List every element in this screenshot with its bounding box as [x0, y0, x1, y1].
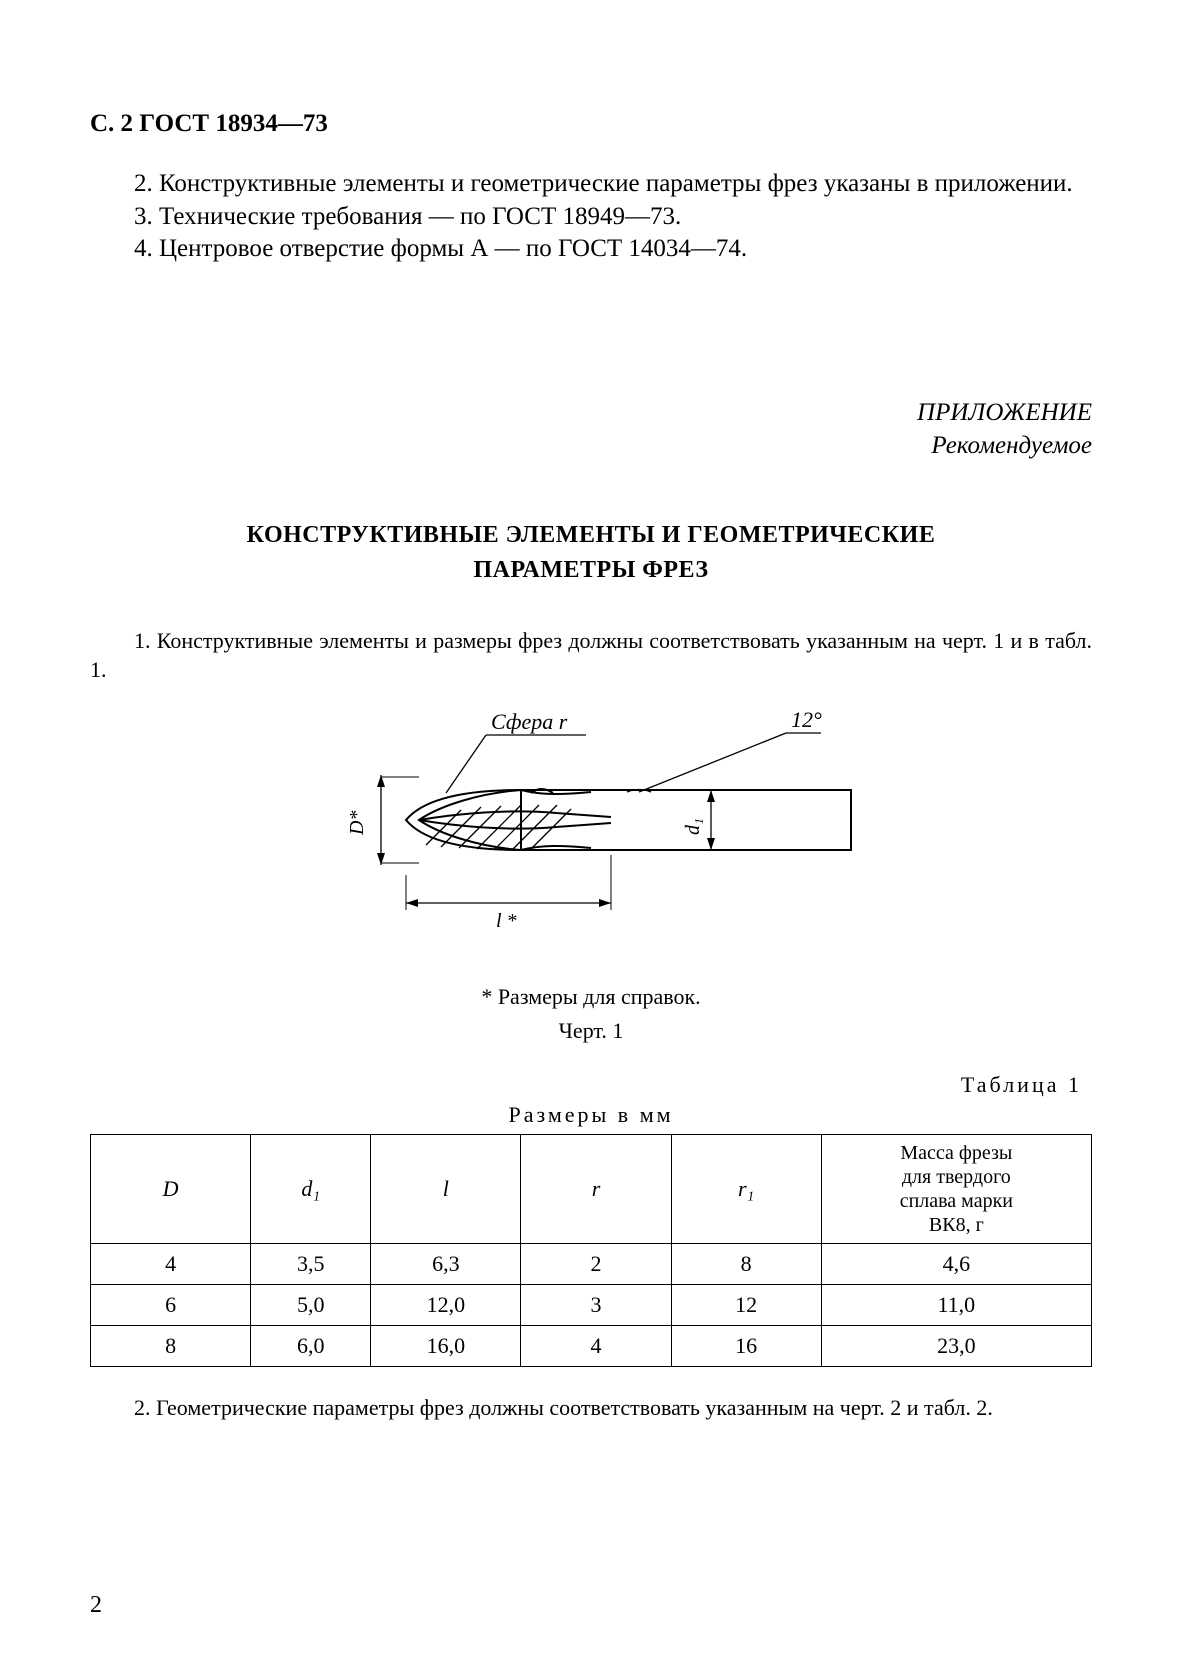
col-D: D	[91, 1134, 251, 1243]
dimensions-table: D d₁ l r r₁ Масса фрезы для твердого спл…	[90, 1134, 1092, 1367]
table-header-row: D d₁ l r r₁ Масса фрезы для твердого спл…	[91, 1134, 1092, 1243]
table-row: 8 6,0 16,0 4 16 23,0	[91, 1325, 1092, 1366]
annex-paragraph-2: 2. Геометрические параметры фрез должны …	[90, 1393, 1092, 1423]
section-title: КОНСТРУКТИВНЫЕ ЭЛЕМЕНТЫ И ГЕОМЕТРИЧЕСКИЕ…	[90, 518, 1092, 588]
table-1-units: Размеры в мм	[90, 1102, 1092, 1128]
section-title-line-1: КОНСТРУКТИВНЫЕ ЭЛЕМЕНТЫ И ГЕОМЕТРИЧЕСКИЕ	[247, 522, 936, 548]
table-row: 4 3,5 6,3 2 8 4,6	[91, 1243, 1092, 1284]
cell: 3	[521, 1284, 671, 1325]
mass-l1: Масса фрезы	[900, 1142, 1012, 1164]
sphere-r-label: Сфера r	[491, 709, 568, 734]
col-l: l	[371, 1134, 521, 1243]
figure-footnote: * Размеры для справок.	[90, 984, 1092, 1010]
annex-paragraph-1: 1. Конструктивные элементы и размеры фре…	[90, 626, 1092, 685]
cell: 6,3	[371, 1243, 521, 1284]
cell: 11,0	[821, 1284, 1091, 1325]
col-d1: d₁	[251, 1134, 371, 1243]
cell: 12,0	[371, 1284, 521, 1325]
dim-d1-label: d₁	[682, 818, 704, 835]
cell: 12	[671, 1284, 821, 1325]
cutter-diagram-icon: D* d₁ l * Сфера r 12°	[311, 695, 871, 955]
paragraph-3: 3. Технические требования — по ГОСТ 1894…	[90, 201, 1092, 234]
dim-D-label: D*	[346, 811, 368, 836]
cell: 6	[91, 1284, 251, 1325]
section-title-line-2: ПАРАМЕТРЫ ФРЕЗ	[473, 557, 708, 583]
cell: 6,0	[251, 1325, 371, 1366]
appendix-subtitle: Рекомендуемое	[90, 429, 1092, 463]
cell: 4,6	[821, 1243, 1091, 1284]
table-row: 6 5,0 12,0 3 12 11,0	[91, 1284, 1092, 1325]
cell: 4	[521, 1325, 671, 1366]
mass-l3: сплава марки	[900, 1190, 1013, 1212]
page: С. 2 ГОСТ 18934—73 2. Конструктивные эле…	[0, 0, 1187, 1679]
col-mass: Масса фрезы для твердого сплава марки ВК…	[821, 1134, 1091, 1243]
appendix-title: ПРИЛОЖЕНИЕ	[90, 396, 1092, 430]
table-1-label: Таблица 1	[90, 1072, 1082, 1098]
cell: 3,5	[251, 1243, 371, 1284]
dim-l-label: l *	[496, 910, 517, 932]
angle-12-label: 12°	[791, 707, 822, 732]
appendix-heading: ПРИЛОЖЕНИЕ Рекомендуемое	[90, 396, 1092, 464]
paragraph-2: 2. Конструктивные элементы и геометричес…	[90, 168, 1092, 201]
col-r1: r₁	[671, 1134, 821, 1243]
mass-l4: ВК8, г	[929, 1214, 984, 1236]
mass-l2: для твердого	[902, 1166, 1011, 1188]
figure-1: D* d₁ l * Сфера r 12°	[90, 695, 1092, 960]
cell: 23,0	[821, 1325, 1091, 1366]
cell: 4	[91, 1243, 251, 1284]
page-number: 2	[90, 1592, 102, 1619]
paragraph-4: 4. Центровое отверстие формы А — по ГОСТ…	[90, 233, 1092, 266]
cell: 8	[91, 1325, 251, 1366]
cell: 16,0	[371, 1325, 521, 1366]
cell: 8	[671, 1243, 821, 1284]
page-header: С. 2 ГОСТ 18934—73	[90, 110, 1092, 138]
figure-caption: Черт. 1	[90, 1018, 1092, 1044]
cell: 16	[671, 1325, 821, 1366]
cell: 2	[521, 1243, 671, 1284]
cell: 5,0	[251, 1284, 371, 1325]
col-r: r	[521, 1134, 671, 1243]
